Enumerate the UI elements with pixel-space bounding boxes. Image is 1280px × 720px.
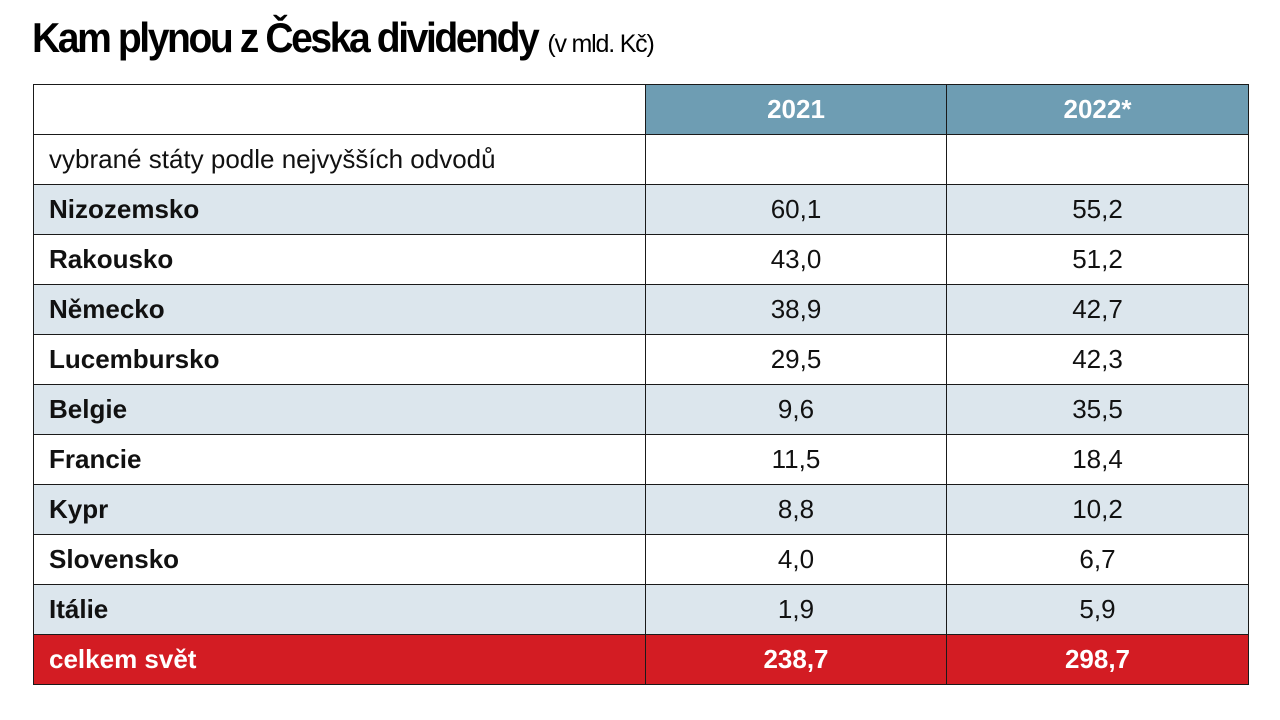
header-row: 2021 2022* [33, 84, 1249, 135]
value-2022-cell: 55,2 [946, 184, 1249, 235]
value-2022-cell: 6,7 [946, 534, 1249, 585]
country-name-cell: Belgie [33, 384, 646, 435]
page-subtitle: (v mld. Kč) [547, 30, 654, 58]
country-name-cell: Lucembursko [33, 334, 646, 385]
dividends-table: 2021 2022* vybrané státy podle nejvyššíc… [33, 84, 1249, 685]
value-2021-cell: 29,5 [645, 334, 947, 385]
value-2022-cell: 10,2 [946, 484, 1249, 535]
country-name-cell: Rakousko [33, 234, 646, 285]
value-2021-cell: 11,5 [645, 434, 947, 485]
country-name-cell: Slovensko [33, 534, 646, 585]
total-2021-cell: 238,7 [645, 634, 947, 685]
table-row: Kypr 8,8 10,2 [33, 484, 1249, 535]
total-row: celkem svět 238,7 298,7 [33, 634, 1249, 685]
table-row: Německo 38,9 42,7 [33, 284, 1249, 335]
value-2022-cell: 42,3 [946, 334, 1249, 385]
value-2021-cell: 9,6 [645, 384, 947, 435]
title-row: Kam plynou z Česka dividendy (v mld. Kč) [32, 14, 655, 74]
table-row: Rakousko 43,0 51,2 [33, 234, 1249, 285]
country-name-cell: Kypr [33, 484, 646, 535]
table-row: Nizozemsko 60,1 55,2 [33, 184, 1249, 235]
total-2022-cell: 298,7 [946, 634, 1249, 685]
country-name-cell: Německo [33, 284, 646, 335]
country-name-cell: Francie [33, 434, 646, 485]
subheader-row: vybrané státy podle nejvyšších odvodů [33, 134, 1249, 185]
table-body: 2021 2022* vybrané státy podle nejvyššíc… [33, 84, 1249, 685]
subheader-empty-cell [645, 134, 947, 185]
table-row: Francie 11,5 18,4 [33, 434, 1249, 485]
value-2021-cell: 8,8 [645, 484, 947, 535]
total-label-cell: celkem svět [33, 634, 646, 685]
value-2022-cell: 51,2 [946, 234, 1249, 285]
subheader-empty-cell [946, 134, 1249, 185]
table-row: Belgie 9,6 35,5 [33, 384, 1249, 435]
value-2022-cell: 18,4 [946, 434, 1249, 485]
subheader-label: vybrané státy podle nejvyšších odvodů [33, 134, 646, 185]
value-2021-cell: 1,9 [645, 584, 947, 635]
value-2021-cell: 43,0 [645, 234, 947, 285]
value-2022-cell: 5,9 [946, 584, 1249, 635]
value-2021-cell: 60,1 [645, 184, 947, 235]
table-row: Lucembursko 29,5 42,3 [33, 334, 1249, 385]
page-title: Kam plynou z Česka dividendy [32, 14, 540, 61]
value-2021-cell: 38,9 [645, 284, 947, 335]
value-2022-cell: 42,7 [946, 284, 1249, 335]
header-year-2022: 2022* [946, 84, 1249, 135]
value-2021-cell: 4,0 [645, 534, 947, 585]
table-row: Itálie 1,9 5,9 [33, 584, 1249, 635]
country-name-cell: Nizozemsko [33, 184, 646, 235]
country-name-cell: Itálie [33, 584, 646, 635]
header-corner-cell [33, 84, 646, 135]
value-2022-cell: 35,5 [946, 384, 1249, 435]
header-year-2021: 2021 [645, 84, 947, 135]
table-row: Slovensko 4,0 6,7 [33, 534, 1249, 585]
